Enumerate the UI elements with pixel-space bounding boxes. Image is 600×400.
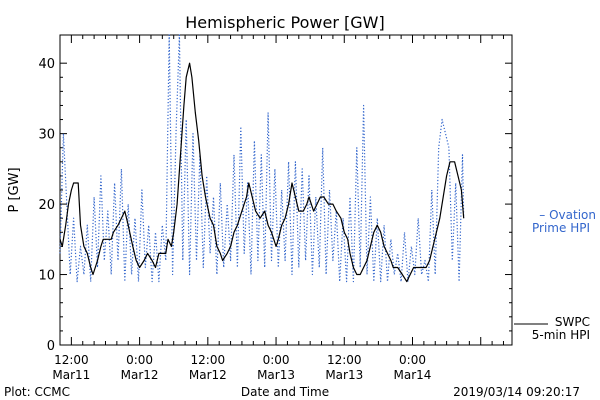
- series-line-swpc-hpi: [59, 62, 465, 283]
- x-tick-time-label: 12:00: [191, 353, 226, 367]
- y-tick-label: 40: [38, 57, 55, 72]
- y-tick-label: 20: [38, 198, 55, 213]
- series-layer: [59, 34, 465, 283]
- y-tick-label: 30: [38, 128, 55, 143]
- x-axis: 12:00Mar110:00Mar1212:00Mar120:00Mar1312…: [52, 35, 504, 382]
- x-tick-date-label: Mar13: [325, 368, 363, 382]
- legend-ovation-line1: – Ovation: [539, 208, 596, 222]
- x-tick-date-label: Mar13: [257, 368, 295, 382]
- y-axis-label: P [GW]: [7, 167, 22, 212]
- series-line-ovation-prime-hpi: [59, 34, 465, 283]
- x-tick-date-label: Mar12: [189, 368, 227, 382]
- x-tick-time-label: 0:00: [263, 353, 290, 367]
- legend: – Ovation Prime HPI SWPC 5-min HPI: [514, 208, 596, 342]
- legend-swpc-line2: 5-min HPI: [532, 328, 590, 342]
- x-tick-time-label: 0:00: [126, 353, 153, 367]
- x-tick-time-label: 12:00: [54, 353, 89, 367]
- footer-timestamp: 2019/03/14 09:20:17: [453, 385, 580, 399]
- x-axis-label: Date and Time: [241, 385, 329, 399]
- legend-swpc-line1: SWPC: [555, 315, 590, 329]
- x-tick-time-label: 12:00: [327, 353, 362, 367]
- legend-ovation-line2: Prime HPI: [532, 221, 590, 235]
- footer-plot-credit: Plot: CCMC: [4, 385, 70, 399]
- y-tick-label: 0: [47, 339, 55, 354]
- x-tick-date-label: Mar11: [52, 368, 90, 382]
- x-tick-date-label: Mar12: [121, 368, 159, 382]
- y-axis: 0 10 20 30 40: [38, 57, 512, 354]
- y-tick-label: 10: [38, 269, 55, 284]
- chart-title: Hemispheric Power [GW]: [185, 13, 384, 32]
- x-tick-time-label: 0:00: [399, 353, 426, 367]
- x-tick-date-label: Mar14: [394, 368, 432, 382]
